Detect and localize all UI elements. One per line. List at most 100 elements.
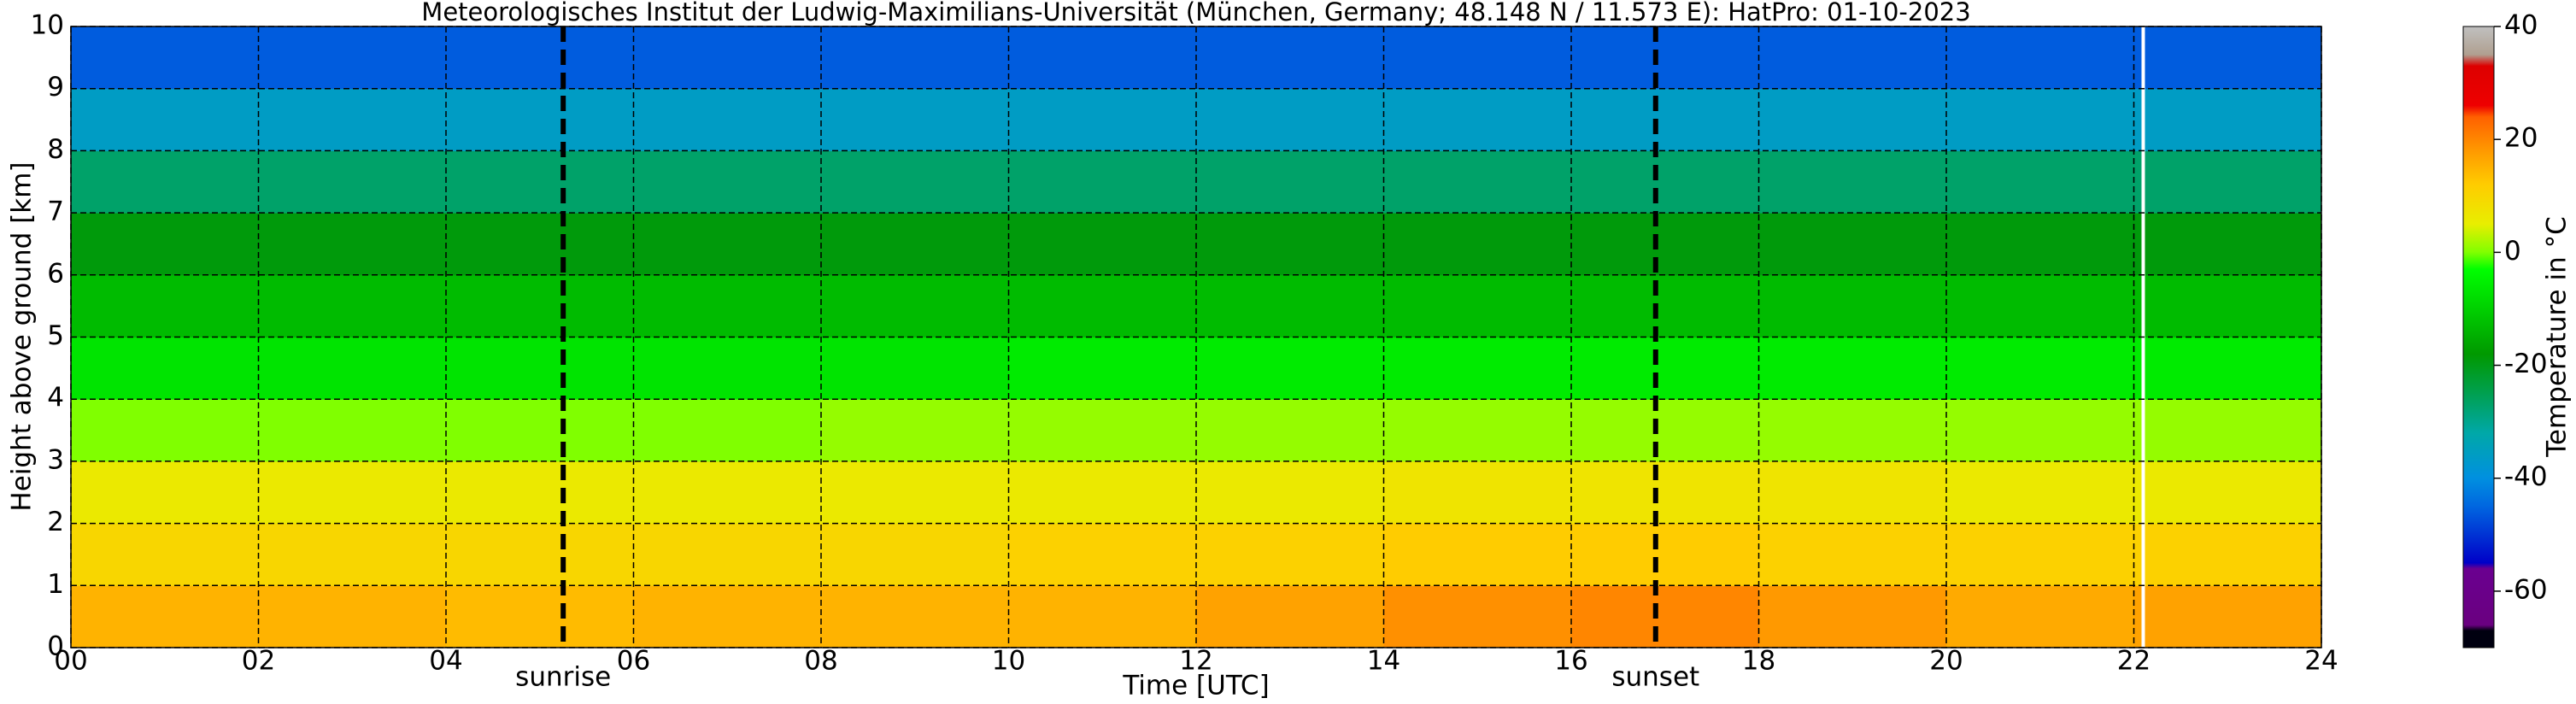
heatmap-cell <box>1196 461 1384 525</box>
heatmap-cell <box>1946 399 2134 462</box>
heatmap-cell <box>1383 523 1572 586</box>
plot-frame <box>70 26 2322 648</box>
heatmap-cell <box>71 26 259 90</box>
x-axis-label: Time [UTC] <box>1122 671 1269 701</box>
y-tick-label: 7 <box>47 197 64 227</box>
heatmap-cell <box>258 150 447 214</box>
heatmap-cell <box>1008 523 1197 586</box>
heatmap-cell <box>1571 585 1759 648</box>
heatmap-cell <box>821 213 1009 276</box>
heatmap-cell <box>2133 523 2322 586</box>
y-tick-label: 10 <box>31 10 64 41</box>
heatmap-cell <box>446 213 634 276</box>
x-tick-label: 22 <box>2117 646 2151 677</box>
annotation-label: sunrise <box>515 662 611 693</box>
heatmap-cell <box>633 399 822 462</box>
heatmap-cell <box>1758 337 1947 400</box>
heatmap-cell <box>2133 461 2322 525</box>
heatmap-cell <box>446 26 634 90</box>
heatmap-cell <box>1946 461 2134 525</box>
heatmap-cell <box>821 150 1009 214</box>
heatmap-cell <box>633 150 822 214</box>
heatmap-cell <box>1196 150 1384 214</box>
y-axis-label: Height above ground [km] <box>7 161 38 511</box>
heatmap-cell <box>821 461 1009 525</box>
heatmap-cell <box>633 461 822 525</box>
heatmap-cell <box>258 213 447 276</box>
x-tick-label: 08 <box>804 646 837 677</box>
heatmap-cell <box>1758 26 1947 90</box>
heatmap-cell <box>2133 399 2322 462</box>
heatmap-cell <box>633 26 822 90</box>
heatmap-cell <box>258 523 447 586</box>
heatmap-cell <box>1571 88 1759 151</box>
colorbar-tick-label: -40 <box>2504 461 2548 492</box>
heatmap-cell <box>1758 88 1947 151</box>
x-tick-label: 12 <box>1179 646 1212 677</box>
x-tick-label: 14 <box>1367 646 1400 677</box>
heatmap-cell <box>1758 399 1947 462</box>
heatmap-cell <box>1008 274 1197 337</box>
colorbar-tick-label: 20 <box>2504 123 2538 154</box>
heatmap-cell <box>71 461 259 525</box>
heatmap-cell <box>258 461 447 525</box>
heatmap-cell <box>446 585 634 648</box>
heatmap-cell <box>1946 88 2134 151</box>
heatmap-cell <box>1008 461 1197 525</box>
x-tick-label: 02 <box>242 646 275 677</box>
heatmap-cell <box>1008 585 1197 648</box>
y-tick-label: 8 <box>47 134 64 165</box>
heatmap-cell <box>821 337 1009 400</box>
heatmap-cell <box>1383 274 1572 337</box>
heatmap-cell <box>2133 26 2322 90</box>
heatmap-cell <box>2133 213 2322 276</box>
heatmap-cell <box>2133 274 2322 337</box>
heatmap-cell <box>1196 88 1384 151</box>
heatmap-cell <box>2133 88 2322 151</box>
heatmap-cell <box>1946 274 2134 337</box>
heatmap-cell <box>1571 26 1759 90</box>
x-tick-label: 04 <box>429 646 462 677</box>
heatmap-cell <box>71 523 259 586</box>
heatmap-cell <box>1383 399 1572 462</box>
heatmap-cell <box>1196 523 1384 586</box>
heatmap-cell <box>446 88 634 151</box>
heatmap-cell <box>1571 274 1759 337</box>
heatmap-cell <box>1196 585 1384 648</box>
heatmap-cell <box>258 26 447 90</box>
y-tick-label: 5 <box>47 320 64 351</box>
heatmap-cell <box>821 585 1009 648</box>
x-tick-label: 18 <box>1742 646 1775 677</box>
heatmap-cell <box>633 88 822 151</box>
heatmap-cell <box>71 585 259 648</box>
heatmap-cell <box>1946 26 2134 90</box>
heatmap-cell <box>71 88 259 151</box>
heatmap-cell <box>258 399 447 462</box>
heatmap-cell <box>1571 523 1759 586</box>
heatmap-cell <box>258 585 447 648</box>
heatmap-cell <box>1758 585 1947 648</box>
heatmap-cell <box>821 274 1009 337</box>
heatmap-cell <box>1383 337 1572 400</box>
heatmap-cell <box>1196 399 1384 462</box>
heatmap-cell <box>1196 26 1384 90</box>
heatmap-cell <box>1008 337 1197 400</box>
x-tick-label: 10 <box>992 646 1025 677</box>
heatmap-cell <box>446 337 634 400</box>
heatmap-cell <box>1946 523 2134 586</box>
heatmap-cell <box>1008 399 1197 462</box>
heatmap-cell <box>2133 337 2322 400</box>
colorbar-tick-label: 40 <box>2504 10 2538 41</box>
y-tick-label: 2 <box>47 507 64 537</box>
colorbar <box>2462 26 2495 648</box>
heatmap-cell <box>446 150 634 214</box>
heatmap-cell <box>1571 399 1759 462</box>
heatmap-cell <box>1571 337 1759 400</box>
heatmap-cell <box>1946 337 2134 400</box>
heatmap-cell <box>446 274 634 337</box>
colorbar-tick-label: -20 <box>2504 349 2548 379</box>
y-tick-label: 0 <box>47 631 64 662</box>
y-tick-label: 3 <box>47 444 64 475</box>
heatmap-cell <box>1008 26 1197 90</box>
